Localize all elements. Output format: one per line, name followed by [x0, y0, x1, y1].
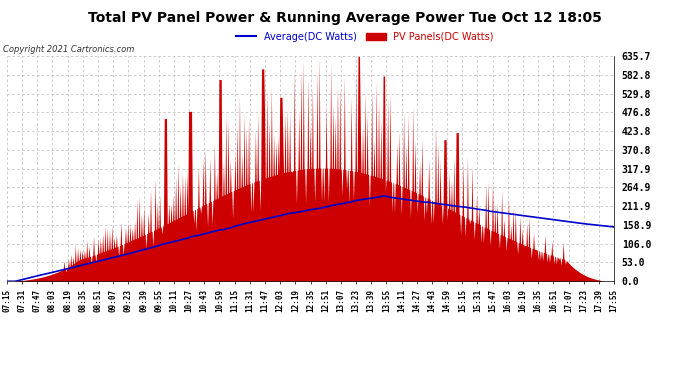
Text: Total PV Panel Power & Running Average Power Tue Oct 12 18:05: Total PV Panel Power & Running Average P…: [88, 11, 602, 25]
Legend: Average(DC Watts), PV Panels(DC Watts): Average(DC Watts), PV Panels(DC Watts): [237, 32, 494, 42]
Text: Copyright 2021 Cartronics.com: Copyright 2021 Cartronics.com: [3, 45, 135, 54]
